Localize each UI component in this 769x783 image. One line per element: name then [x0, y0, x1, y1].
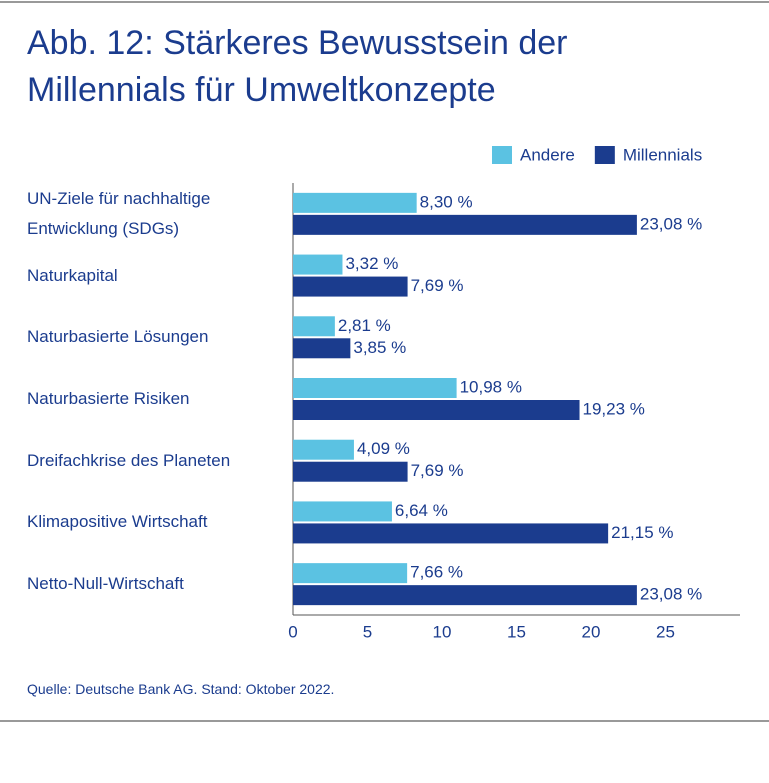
bar: [293, 523, 609, 544]
bar: [293, 214, 637, 235]
value-label: 19,23 %: [583, 399, 645, 418]
legend-swatch: [492, 146, 512, 164]
value-label: 2,81 %: [338, 316, 391, 335]
x-tick-label: 20: [582, 622, 601, 641]
source-note: Quelle: Deutsche Bank AG. Stand: Oktober…: [27, 681, 335, 697]
category-label: Dreifachkrise des Planeten: [27, 450, 231, 470]
legend-label: Millennials: [623, 145, 702, 164]
value-label: 10,98 %: [460, 377, 522, 396]
category-label: Klimapositive Wirtschaft: [27, 512, 208, 532]
bar: [293, 254, 343, 275]
category-label: UN-Ziele für nachhaltige Entwicklung (SD…: [27, 188, 211, 238]
bar: [293, 439, 354, 460]
legend-swatch: [594, 146, 615, 164]
bar: [293, 276, 408, 297]
category-label: Naturbasierte Risiken: [27, 389, 190, 408]
value-label: 23,08 %: [640, 214, 702, 233]
value-label: 8,30 %: [420, 192, 473, 211]
bar: [293, 192, 417, 213]
value-label: 3,85 %: [353, 338, 406, 357]
bar: [293, 585, 637, 606]
x-tick-label: 15: [507, 622, 526, 641]
value-label: 7,69 %: [411, 276, 464, 295]
bar: [293, 338, 351, 359]
legend-label: Andere: [520, 145, 575, 164]
value-label: 7,66 %: [410, 563, 463, 582]
category-label: Netto-Null-Wirtschaft: [27, 574, 184, 594]
category-label: Naturbasierte Lösungen: [27, 327, 209, 347]
bar: [293, 501, 392, 522]
x-tick-label: 25: [656, 622, 675, 641]
value-label: 21,15 %: [611, 523, 673, 542]
value-label: 6,64 %: [395, 501, 448, 520]
bar: [293, 316, 335, 337]
x-tick-label: 10: [433, 622, 452, 641]
value-label: 4,09 %: [357, 439, 410, 458]
bar: [293, 461, 408, 482]
chart-title: Abb. 12: Stärkeres Bewusstsein der Mille…: [27, 24, 568, 109]
value-label: 7,69 %: [411, 461, 464, 480]
bar: [293, 378, 457, 398]
value-label: 3,32 %: [345, 254, 398, 273]
category-label: Naturkapital: [27, 265, 118, 285]
bar: [293, 563, 408, 584]
value-label: 23,08 %: [640, 585, 702, 604]
x-tick-label: 0: [288, 622, 297, 641]
x-tick-label: 5: [363, 622, 372, 641]
bar: [293, 400, 580, 420]
